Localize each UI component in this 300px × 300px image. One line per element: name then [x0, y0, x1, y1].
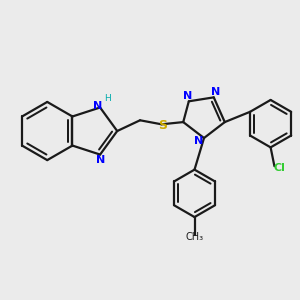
Text: N: N [211, 87, 220, 97]
Text: S: S [158, 119, 167, 132]
Text: Cl: Cl [273, 163, 285, 173]
Text: N: N [194, 136, 203, 146]
Text: CH₃: CH₃ [185, 232, 204, 242]
Text: N: N [93, 101, 102, 111]
Text: H: H [104, 94, 110, 103]
Text: N: N [183, 91, 192, 100]
Text: N: N [96, 155, 105, 165]
